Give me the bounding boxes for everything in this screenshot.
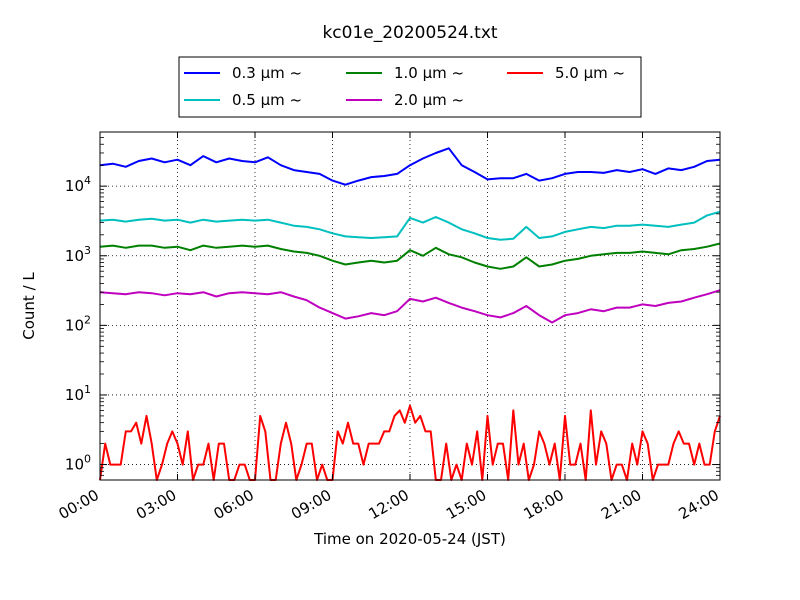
x-tick-label: 06:00 (211, 486, 257, 523)
y-tick-label: 101 (65, 383, 91, 404)
y-tick-exponent: 2 (84, 313, 91, 326)
x-tick-label: 09:00 (288, 486, 334, 523)
y-tick-label: 103 (65, 244, 91, 265)
y-tick-exponent: 0 (84, 453, 91, 466)
series-line-0 (99, 147, 721, 186)
y-tick-label: 102 (65, 313, 91, 334)
series-line-4 (99, 404, 721, 481)
y-tick-exponent: 4 (84, 174, 91, 187)
legend-label-0: 0.3 μm ~ (232, 64, 302, 82)
grid (100, 132, 720, 480)
series-line-2 (99, 242, 721, 270)
series-layer (99, 147, 721, 481)
legend-box (178, 56, 642, 118)
x-tick-label: 03:00 (133, 486, 179, 523)
y-tick-label: 104 (65, 174, 91, 195)
x-tick-label: 15:00 (443, 486, 489, 523)
y-tick-base: 10 (65, 386, 84, 404)
y-tick-base: 10 (65, 247, 84, 265)
y-tick-exponent: 1 (84, 383, 91, 396)
x-tick-label: 18:00 (521, 486, 567, 523)
series-line-1 (99, 210, 721, 241)
x-tick-label: 21:00 (598, 486, 644, 523)
x-tick-label: 00:00 (56, 486, 102, 523)
legend: 0.3 μm ~ 0.5 μm ~ 1.0 μm ~ 2.0 μm ~ 5.0 μm ~ (178, 56, 642, 118)
axis-ticks (99, 131, 721, 481)
series-line-3 (99, 289, 721, 324)
legend-label-3: 2.0 μm ~ (394, 91, 464, 109)
x-tick-label: 12:00 (366, 486, 412, 523)
y-axis-label: Count / L (20, 272, 38, 340)
legend-label-2: 1.0 μm ~ (394, 64, 464, 82)
x-tick-labels: 00:00 03:00 06:00 09:00 12:00 15:00 18:00 21:00… (56, 486, 722, 523)
chart-title: kc01e_20200524.txt (322, 23, 497, 43)
y-tick-base: 10 (65, 177, 84, 195)
x-tick-label: 24:00 (676, 486, 722, 523)
x-axis-label: Time on 2020-05-24 (JST) (313, 530, 506, 548)
y-tick-label: 100 (65, 453, 91, 474)
y-tick-base: 10 (65, 316, 84, 334)
legend-label-1: 0.5 μm ~ (232, 91, 302, 109)
y-tick-exponent: 3 (84, 244, 91, 257)
legend-label-4: 5.0 μm ~ (555, 64, 625, 82)
y-tick-base: 10 (65, 456, 84, 474)
